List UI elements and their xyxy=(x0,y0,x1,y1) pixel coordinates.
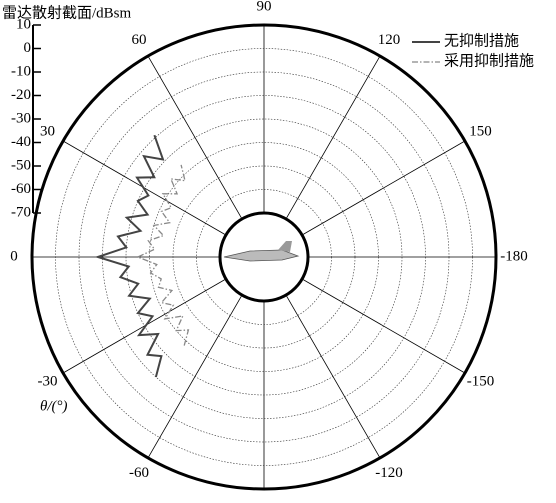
aircraft-icon xyxy=(224,241,298,261)
radial-line xyxy=(286,56,380,219)
theta-tick-label: 30 xyxy=(40,123,55,139)
r-tick-label: -30 xyxy=(11,110,31,126)
r-tick-label: -60 xyxy=(11,181,31,197)
r-tick-label: -40 xyxy=(11,134,31,150)
radial-line xyxy=(148,295,242,458)
theta-tick-label: 0 xyxy=(10,248,18,264)
r-tick-label: 0 xyxy=(24,40,32,56)
r-tick-label: -70 xyxy=(11,204,31,220)
r-tick-label: -20 xyxy=(11,87,31,103)
theta-label: θ/(°) xyxy=(40,398,68,414)
theta-tick-label: -30 xyxy=(37,373,57,389)
radial-line xyxy=(302,141,465,235)
page: {"chart_data": {"type": "polar-line", "t… xyxy=(0,0,556,503)
r-tick-label: -50 xyxy=(11,157,31,173)
radial-line xyxy=(148,56,242,219)
chart: 雷达散射截面/dBsm θ/(°) 0306090120150-180-150-… xyxy=(0,0,556,498)
theta-tick-label: 120 xyxy=(378,32,401,48)
theta-tick-label: -60 xyxy=(129,465,149,481)
theta-tick-label: -180 xyxy=(500,248,528,264)
theta-tick-label: 90 xyxy=(257,0,272,14)
radial-line xyxy=(286,295,380,458)
theta-tick-label: -150 xyxy=(467,373,495,389)
theta-tick-label: 60 xyxy=(132,32,147,48)
theta-tick-label: -120 xyxy=(375,465,403,481)
legend-label: 无抑制措施 xyxy=(444,32,519,49)
r-tick-label: -10 xyxy=(11,63,31,79)
radial-line xyxy=(302,279,465,373)
legend-label: 采用抑制措施 xyxy=(444,52,534,69)
r-tick-label: 10 xyxy=(16,16,31,32)
series-line xyxy=(98,135,163,377)
theta-tick-label: 150 xyxy=(469,123,492,139)
